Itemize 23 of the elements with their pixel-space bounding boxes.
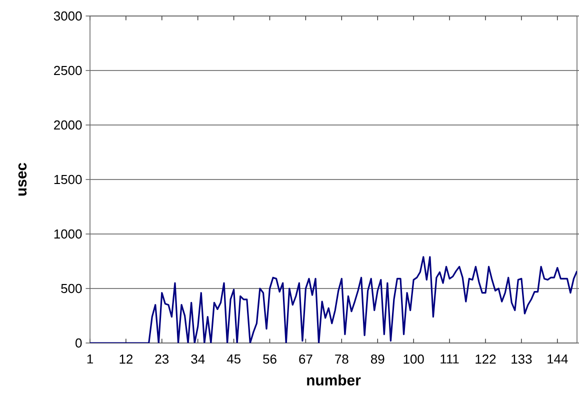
- x-tick-label: 144: [548, 354, 568, 364]
- x-tick-label: 56: [263, 354, 276, 364]
- x-tick-label: 133: [512, 354, 532, 364]
- x-axis-title: number: [307, 374, 361, 386]
- y-tick-label: 2500: [54, 66, 82, 76]
- x-tick-label: 67: [299, 354, 312, 364]
- y-tick-label: 2000: [54, 120, 82, 130]
- x-tick-label: 89: [370, 354, 384, 364]
- x-tick-label: 100: [404, 354, 424, 364]
- y-axis-title: usec: [18, 162, 27, 196]
- y-tick-label: 3000: [54, 11, 82, 21]
- x-tick-label: 1: [87, 354, 93, 364]
- x-tick-label: 12: [120, 354, 132, 364]
- x-tick-label: 78: [335, 354, 348, 364]
- x-tick-label: 111: [440, 354, 459, 364]
- x-tick-label: 45: [226, 354, 240, 364]
- x-tick-label: 23: [155, 354, 169, 364]
- y-tick-label: 1500: [54, 174, 82, 184]
- y-tick-label: 500: [61, 284, 82, 294]
- y-tick-label: 0: [76, 338, 82, 348]
- x-tick-label: 122: [476, 354, 496, 364]
- y-tick-label: 1000: [54, 229, 82, 239]
- x-tick-label: 34: [191, 354, 205, 364]
